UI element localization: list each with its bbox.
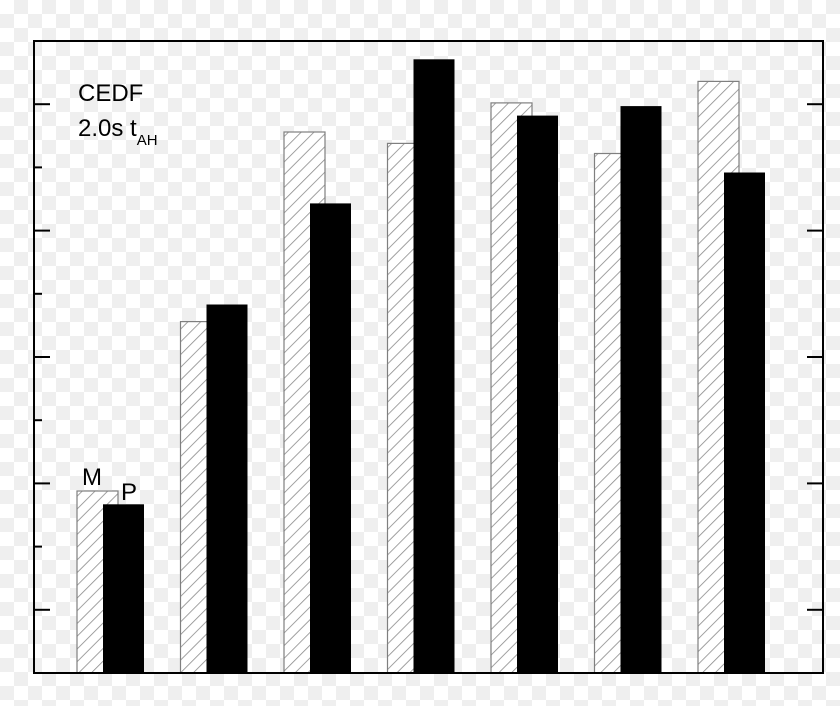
annotation-line1: CEDF <box>78 80 143 107</box>
bar-p-6 <box>620 106 662 674</box>
annotation-line2-subscript: AH <box>137 132 158 149</box>
bars-group <box>76 59 765 674</box>
series-label-p: P <box>121 479 137 506</box>
annotation-line2: 2.0s tAH <box>78 115 158 149</box>
bar-p-3 <box>310 203 351 673</box>
bar-p-4 <box>413 59 455 674</box>
bar-p-1 <box>103 504 144 673</box>
bar-p-7 <box>724 172 765 673</box>
series-label-m: M <box>82 464 102 491</box>
bar-p-2 <box>206 304 248 673</box>
annotation-line2-main: 2.0s t <box>78 115 137 142</box>
ticks-group <box>34 103 823 611</box>
bar-p-5 <box>517 115 558 674</box>
